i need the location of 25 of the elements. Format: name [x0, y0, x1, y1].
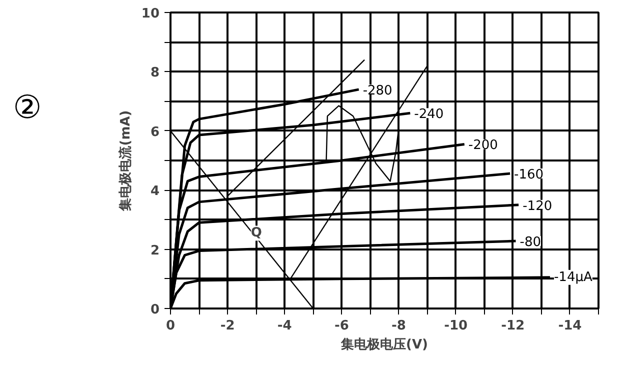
- y-tick-label: 8: [150, 66, 160, 81]
- annotation: Q: [250, 226, 262, 241]
- text: ②: [13, 87, 42, 128]
- y-tick-label: 0: [150, 302, 160, 318]
- y-tick-label: 4: [150, 184, 160, 200]
- series-label: -160: [514, 168, 544, 183]
- y-tick-label: 10: [141, 6, 160, 22]
- x-tick-label: 0: [166, 318, 176, 334]
- series-label: -280: [362, 83, 392, 98]
- series-label: -200: [468, 138, 498, 154]
- x-tick-label: -4: [277, 318, 292, 334]
- x-tick-label: -14: [558, 318, 582, 334]
- x-axis-title: 集电极电压(V): [340, 338, 428, 352]
- x-tick-label: -8: [392, 318, 406, 334]
- x-tick-label: -10: [444, 318, 468, 334]
- y-tick-label: 6: [150, 124, 160, 140]
- x-tick-label: -6: [334, 318, 349, 334]
- y-tick-label: 2: [150, 243, 160, 258]
- series-label: -240: [414, 107, 444, 122]
- x-tick-label: -2: [220, 318, 235, 334]
- y-axis-title: 集电极电流(mA): [117, 110, 134, 212]
- series-label: -14μA: [554, 270, 592, 285]
- series-label: -120: [522, 198, 552, 214]
- series-label: -80: [520, 235, 541, 250]
- x-tick-label: -12: [501, 318, 525, 334]
